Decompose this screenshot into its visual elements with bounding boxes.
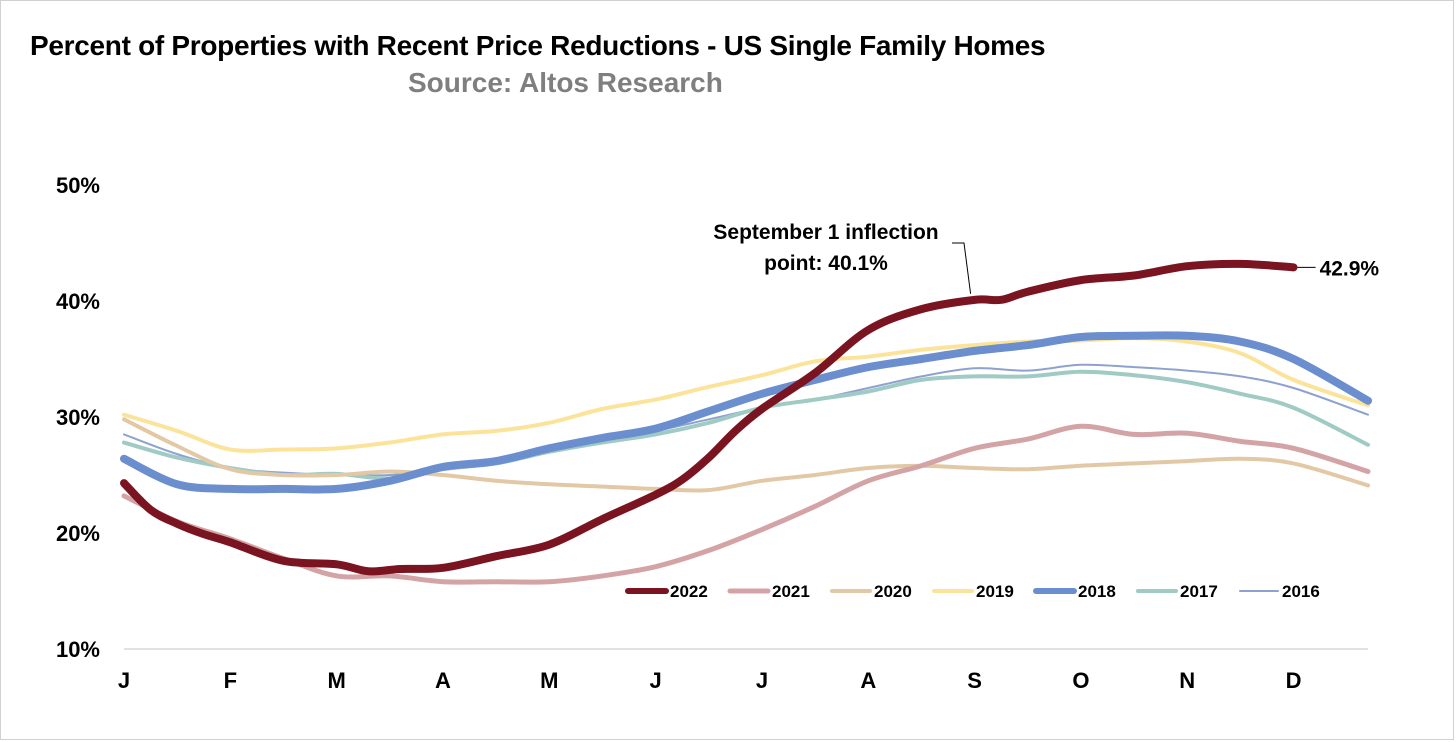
legend-label-2022: 2022	[670, 582, 708, 601]
annotations: September 1 inflection point: 40.1% 42.9%	[713, 221, 1379, 294]
series-line-2020	[122, 417, 1370, 493]
x-tick-label: A	[435, 668, 451, 693]
series-layer	[120, 259, 1372, 585]
legend-label-2019: 2019	[976, 582, 1014, 601]
x-tick-label: J	[118, 668, 130, 693]
x-tick-label: J	[756, 668, 768, 693]
legend-label-2017: 2017	[1180, 582, 1218, 601]
annotation-inflection-line1: September 1 inflection	[713, 221, 938, 244]
legend: 2022 2021 2020 2019 2018 2017 2016	[625, 582, 1320, 601]
chart-subtitle: Source: Altos Research	[408, 67, 723, 98]
y-tick-label: 30%	[56, 405, 100, 430]
x-tick-label: O	[1072, 668, 1089, 693]
legend-label-2021: 2021	[772, 582, 810, 601]
legend-label-2016: 2016	[1282, 582, 1320, 601]
series-line-2018	[120, 331, 1372, 494]
x-tick-label: J	[649, 668, 661, 693]
annotation-inflection-leader	[952, 242, 972, 294]
chart-title: Percent of Properties with Recent Price …	[30, 30, 1046, 61]
x-tick-label: A	[860, 668, 876, 693]
x-tick-label: M	[540, 668, 558, 693]
y-tick-label: 40%	[56, 289, 100, 314]
y-tick-label: 10%	[56, 637, 100, 662]
y-tick-label: 20%	[56, 521, 100, 546]
annotation-inflection-line2: point: 40.1%	[764, 252, 888, 275]
x-tick-label: N	[1179, 668, 1195, 693]
axes: 10% 20% 30% 40% 50% J F M A M J J A S O N D	[56, 173, 1368, 693]
x-tick-label: F	[224, 668, 237, 693]
series-line-2022	[120, 259, 1298, 576]
y-tick-label: 50%	[56, 173, 100, 198]
legend-label-2020: 2020	[874, 582, 912, 601]
series-line-2021	[121, 423, 1371, 585]
annotation-endpoint-value: 42.9%	[1320, 257, 1380, 280]
x-tick-label: S	[967, 668, 982, 693]
x-tick-label: M	[327, 668, 345, 693]
x-tick-label: D	[1286, 668, 1302, 693]
legend-label-2018: 2018	[1078, 582, 1116, 601]
